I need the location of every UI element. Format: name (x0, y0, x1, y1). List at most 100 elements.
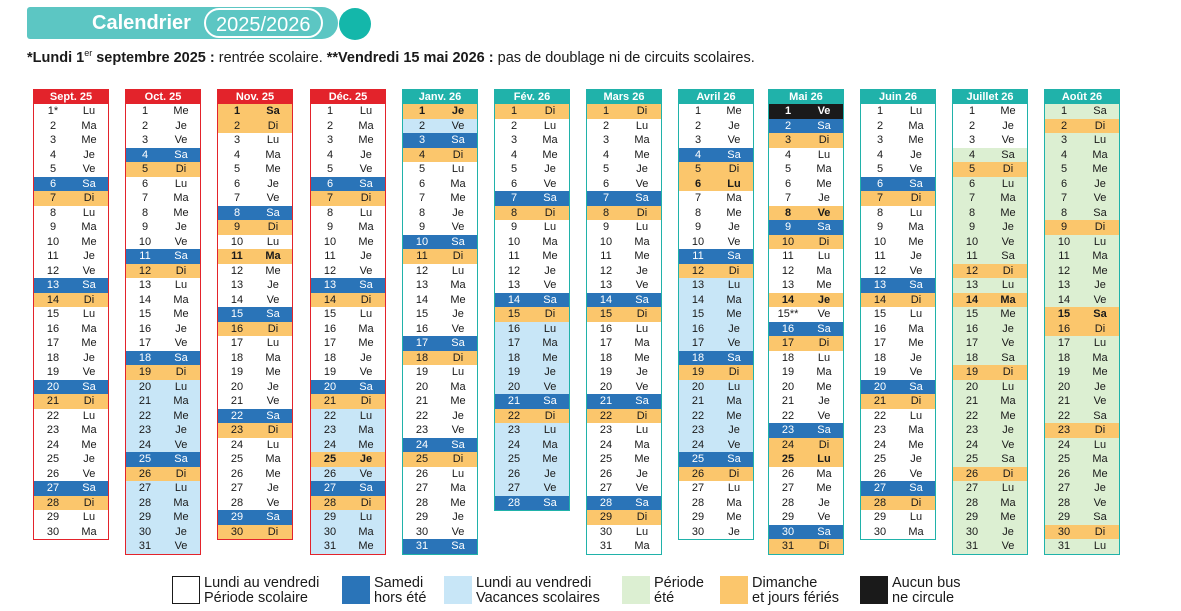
day-row: 25 Sa (953, 452, 1027, 467)
day-number: 22 (323, 409, 337, 422)
day-row: 14 Di (34, 292, 108, 307)
day-row: 23 Di (218, 423, 292, 438)
day-number: 26 (873, 467, 887, 480)
day-weekday: Je (1002, 119, 1014, 132)
day-row: 25 Me (495, 452, 569, 467)
day-weekday: Ma (173, 395, 189, 407)
day-number: 7 (233, 192, 241, 204)
day-row: 6 Je (218, 176, 292, 191)
day-number: 16 (323, 322, 337, 335)
day-row: 24 Di (769, 437, 843, 452)
day-row: 13 Sa (861, 278, 935, 293)
day-weekday: Je (267, 279, 279, 291)
legend-label-line1: Lundi au vendredi (476, 575, 592, 591)
day-weekday: Ma (1092, 351, 1108, 364)
day-row: 9 Lu (495, 220, 569, 235)
day-weekday: Lu (909, 308, 923, 320)
day-number: 9 (49, 221, 57, 233)
day-number: 9 (510, 221, 518, 233)
day-weekday: Je (360, 250, 372, 262)
day-weekday: Ma (908, 525, 924, 538)
note-rentree-label-2: septembre 2025 : (92, 49, 215, 66)
day-row: 13 Lu (953, 278, 1027, 293)
day-number: 10 (507, 235, 521, 248)
legend-label-line1: Période (654, 575, 704, 591)
day-weekday: Lu (543, 119, 557, 132)
day-row: 14 Sa (495, 292, 569, 307)
day-number: 15** (777, 308, 799, 320)
legend-label: Dimanche et jours fériés (752, 576, 839, 606)
day-row: 20 Sa (34, 379, 108, 394)
day-number: 12 (1057, 264, 1071, 277)
day-number: 19 (781, 366, 795, 378)
day-weekday: Sa (451, 540, 465, 552)
day-row: 9 Je (679, 220, 753, 235)
day-row: 22 Me (126, 408, 200, 423)
day-weekday: Ve (909, 366, 923, 378)
day-row: 17 Ve (126, 336, 200, 351)
day-weekday: Di (175, 467, 187, 480)
title-dot-icon (339, 8, 371, 40)
day-row: 29 Lu (34, 510, 108, 525)
day-number: 18 (691, 351, 705, 364)
day-number: 1 (968, 105, 976, 117)
day-row: 16 Ma (34, 321, 108, 336)
day-weekday: Me (816, 380, 832, 393)
day-weekday: Je (83, 148, 95, 161)
day-number: 1 (510, 105, 518, 117)
day-weekday: Me (816, 482, 832, 494)
day-number: 22 (781, 409, 795, 422)
day-row: 21 Di (34, 394, 108, 409)
day-number: 27 (138, 482, 152, 494)
day-weekday: Lu (1093, 134, 1107, 146)
day-number: 15 (873, 308, 887, 320)
day-weekday: Lu (359, 206, 373, 219)
day-row: 1 Di (587, 104, 661, 119)
day-row: 23 Ma (861, 423, 935, 438)
day-row: 12 Ve (34, 263, 108, 278)
day-number: 29 (873, 511, 887, 523)
day-row: 14 Sa (587, 292, 661, 307)
day-row: 26 Di (953, 466, 1027, 481)
day-row: 6 Ma (403, 176, 477, 191)
day-row: 8 Di (495, 205, 569, 220)
day-row: 24 Ve (126, 437, 200, 452)
day-number: 3 (233, 134, 241, 146)
day-row: 6 Ve (495, 176, 569, 191)
day-weekday: Di (175, 366, 187, 378)
day-row: 21 Di (311, 394, 385, 409)
day-row: 17 Ve (953, 336, 1027, 351)
day-weekday: Ma (265, 250, 281, 262)
day-weekday: Sa (359, 177, 373, 190)
day-number: 7 (326, 192, 334, 204)
day-row: 29 Sa (1045, 510, 1119, 525)
day-row: 19 Lu (403, 365, 477, 380)
day-row: 11 Je (311, 249, 385, 264)
day-weekday: Je (910, 250, 922, 262)
day-number: 19 (323, 366, 337, 378)
day-row: 1 Sa (1045, 104, 1119, 119)
day-row: 26 Lu (403, 466, 477, 481)
day-number: 9 (784, 221, 792, 233)
day-number: 19 (415, 366, 429, 378)
month-header: Avril 26 (679, 90, 753, 104)
day-weekday: Sa (266, 511, 280, 523)
day-row: 8 Sa (218, 205, 292, 220)
day-row: 18 Di (403, 350, 477, 365)
day-number: 20 (323, 380, 337, 393)
day-row: 14 Me (403, 292, 477, 307)
day-weekday: Ve (1001, 134, 1015, 146)
day-number: 4 (141, 148, 149, 161)
day-row: 28 Ve (1045, 495, 1119, 510)
day-row: 23 Ma (311, 423, 385, 438)
note-may-label: **Vendredi 15 mai 2026 : (326, 49, 494, 66)
day-number: 20 (599, 380, 613, 393)
day-row: 25 Ma (1045, 452, 1119, 467)
day-row: 17 Me (34, 336, 108, 351)
day-row: 3 Ve (126, 133, 200, 148)
day-number: 10 (138, 235, 152, 248)
day-number: 25 (965, 453, 979, 465)
day-number: 27 (1057, 482, 1071, 494)
day-number: 5 (602, 163, 610, 175)
day-row: 2 Ma (861, 118, 935, 133)
